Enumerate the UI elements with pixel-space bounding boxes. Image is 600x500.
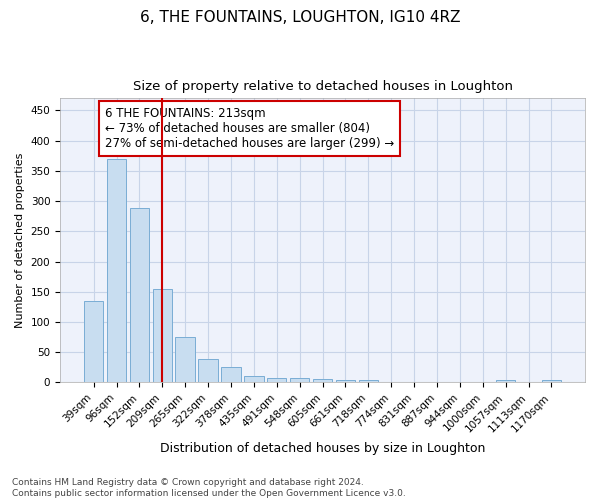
Bar — [152, 288, 172, 382]
Bar — [175, 337, 195, 382]
Bar — [199, 360, 218, 382]
Bar — [130, 208, 149, 382]
Text: 6, THE FOUNTAINS, LOUGHTON, IG10 4RZ: 6, THE FOUNTAINS, LOUGHTON, IG10 4RZ — [140, 10, 460, 25]
Bar — [84, 301, 103, 382]
Text: 6 THE FOUNTAINS: 213sqm
← 73% of detached houses are smaller (804)
27% of semi-d: 6 THE FOUNTAINS: 213sqm ← 73% of detache… — [105, 108, 394, 150]
Bar — [496, 380, 515, 382]
Bar — [267, 378, 286, 382]
Title: Size of property relative to detached houses in Loughton: Size of property relative to detached ho… — [133, 80, 512, 93]
Bar — [313, 380, 332, 382]
Bar — [107, 159, 126, 382]
Y-axis label: Number of detached properties: Number of detached properties — [15, 152, 25, 328]
X-axis label: Distribution of detached houses by size in Loughton: Distribution of detached houses by size … — [160, 442, 485, 455]
Text: Contains HM Land Registry data © Crown copyright and database right 2024.
Contai: Contains HM Land Registry data © Crown c… — [12, 478, 406, 498]
Bar — [244, 376, 263, 382]
Bar — [290, 378, 310, 382]
Bar — [335, 380, 355, 382]
Bar — [359, 380, 378, 382]
Bar — [542, 380, 561, 382]
Bar — [221, 368, 241, 382]
